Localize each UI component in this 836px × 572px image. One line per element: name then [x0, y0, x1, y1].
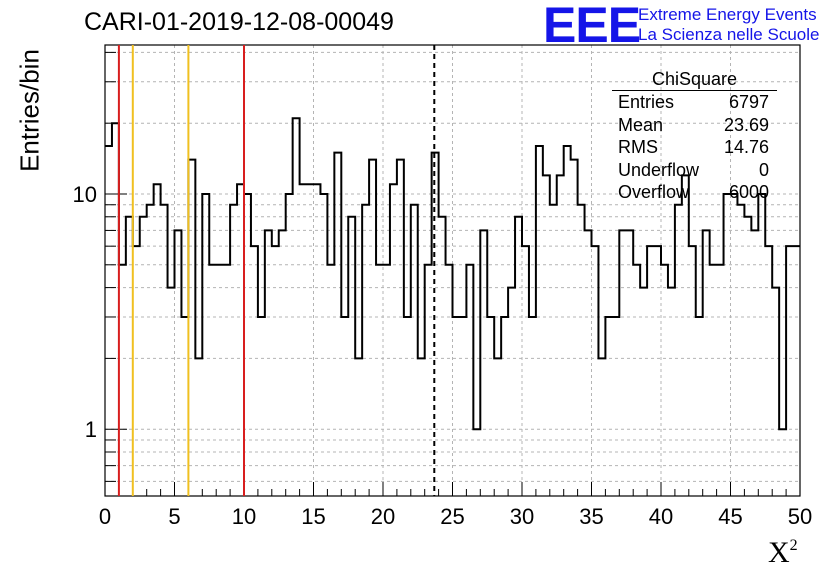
eee-logo: EEE: [543, 0, 641, 53]
logo-line-2: La Scienza nelle Scuole: [638, 25, 820, 44]
x-tick-label: 10: [232, 504, 256, 529]
x-tick-label: 5: [168, 504, 180, 529]
x-tick-label: 35: [579, 504, 603, 529]
stats-row-overflow: Overflow 6000: [618, 182, 769, 202]
stats-title: ChiSquare: [612, 68, 777, 91]
chart-title: CARI-01-2019-12-08-00049: [84, 8, 394, 36]
x-tick-label: 40: [649, 504, 673, 529]
stats-row-entries: Entries 6797: [618, 92, 769, 112]
y-axis-label: Entries/bin: [14, 49, 45, 172]
x-tick-label: 30: [510, 504, 534, 529]
x-tick-label: 50: [788, 504, 812, 529]
y-tick-label: 1: [85, 417, 97, 442]
histogram-series: [105, 117, 800, 431]
x-tick-label: 15: [301, 504, 325, 529]
y-tick-label: 10: [73, 182, 97, 207]
x-axis-label: X2: [768, 536, 798, 569]
x-tick-label: 20: [371, 504, 395, 529]
logo-line-1: Extreme Energy Events: [638, 5, 817, 24]
x-tick-label: 25: [440, 504, 464, 529]
stats-row-underflow: Underflow 0: [618, 159, 769, 180]
x-tick-label: 0: [99, 504, 111, 529]
stats-box: ChiSquare Entries 6797 Mean 23.69 RMS 14.76…: [612, 68, 777, 204]
stats-row-mean: Mean 23.69: [618, 114, 769, 135]
x-tick-label: 45: [718, 504, 742, 529]
stats-row-rms: RMS 14.76: [618, 137, 769, 157]
